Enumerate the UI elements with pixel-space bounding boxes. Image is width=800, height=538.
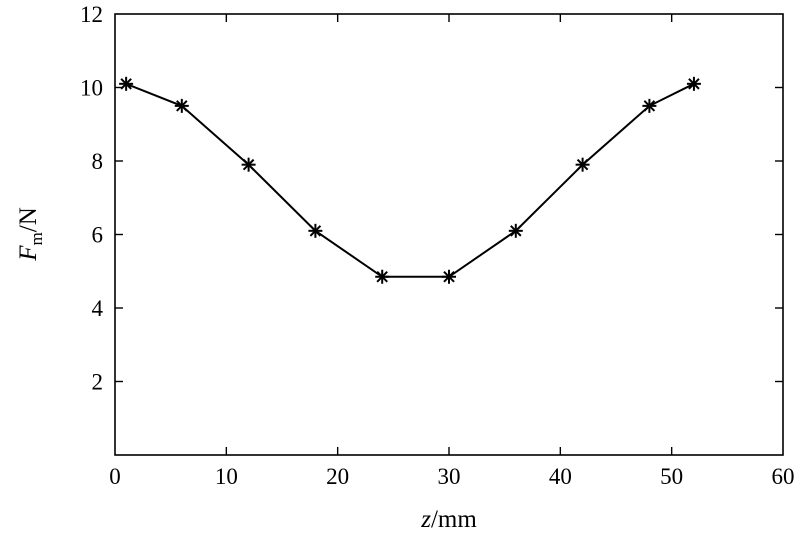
data-point xyxy=(119,76,134,91)
tick-labels: 0 10 20 30 40 50 60 2 4 6 8 10 12 xyxy=(80,2,795,489)
x-tick-label: 0 xyxy=(109,464,121,489)
y-tick-label: 4 xyxy=(92,296,104,321)
y-axis-sub: m xyxy=(27,232,46,245)
y-tick-label: 10 xyxy=(80,76,103,101)
data-point xyxy=(575,157,590,172)
x-tick-label: 20 xyxy=(326,464,349,489)
y-axis-var: F xyxy=(15,245,42,262)
y-axis-label: Fm/N xyxy=(15,207,46,262)
x-tick-label: 60 xyxy=(772,464,795,489)
x-tick-label: 30 xyxy=(438,464,461,489)
y-tick-label: 2 xyxy=(92,370,104,395)
data-point xyxy=(442,269,456,284)
y-tick-label: 8 xyxy=(92,149,104,174)
series-line xyxy=(125,82,695,278)
x-tick-label: 10 xyxy=(215,464,238,489)
data-point xyxy=(508,223,523,238)
data-point xyxy=(642,98,657,113)
y-tick-label: 12 xyxy=(80,2,103,27)
x-axis-label: z/mm xyxy=(420,506,477,533)
x-axis-var: z xyxy=(420,506,431,533)
data-point xyxy=(241,157,256,172)
series-markers xyxy=(119,76,701,284)
y-axis-unit: /N xyxy=(15,207,42,232)
x-axis-unit: /mm xyxy=(431,506,477,533)
x-tick-label: 50 xyxy=(660,464,683,489)
data-point xyxy=(308,223,323,238)
y-tick-label: 6 xyxy=(92,223,104,248)
data-point xyxy=(174,98,189,113)
axis-ticks xyxy=(115,14,783,455)
data-point xyxy=(686,76,701,91)
x-tick-label: 40 xyxy=(549,464,572,489)
plot-frame xyxy=(114,13,784,456)
data-point xyxy=(375,269,390,284)
